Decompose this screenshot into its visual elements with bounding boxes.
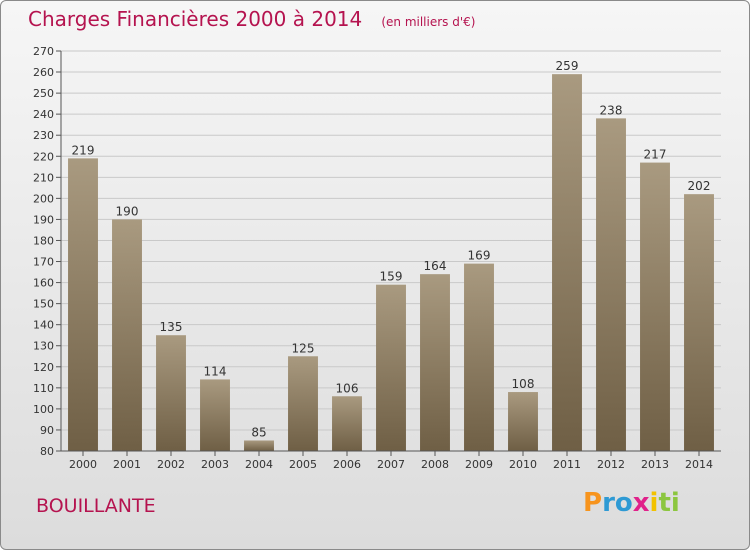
value-label: 106 xyxy=(336,381,359,395)
bar-2005 xyxy=(288,356,318,451)
y-tick-label: 100 xyxy=(33,403,54,416)
bar-2001 xyxy=(112,219,142,451)
value-label: 202 xyxy=(688,179,711,193)
y-tick-label: 240 xyxy=(33,108,54,121)
bar-2013 xyxy=(640,162,670,451)
logo-letter: P xyxy=(583,488,603,518)
bar-2003 xyxy=(200,379,230,451)
value-label: 135 xyxy=(160,320,183,334)
y-tick-label: 260 xyxy=(33,66,54,79)
value-label: 238 xyxy=(600,103,623,117)
value-label: 217 xyxy=(644,148,667,162)
value-label: 85 xyxy=(251,425,266,439)
bar-2009 xyxy=(464,263,494,451)
value-label: 159 xyxy=(380,270,403,284)
y-tick-label: 90 xyxy=(40,424,54,437)
bar-2007 xyxy=(376,284,406,451)
y-tick-label: 110 xyxy=(33,382,54,395)
value-label: 108 xyxy=(512,377,535,391)
value-label: 219 xyxy=(72,143,95,157)
x-tick-label: 2011 xyxy=(553,458,581,471)
x-tick-label: 2013 xyxy=(641,458,669,471)
y-tick-label: 150 xyxy=(33,298,54,311)
y-tick-label: 230 xyxy=(33,129,54,142)
logo-letter: t xyxy=(658,488,671,518)
logo-letter: i xyxy=(670,488,680,518)
x-tick-label: 2000 xyxy=(69,458,97,471)
y-tick-label: 190 xyxy=(33,213,54,226)
x-tick-label: 2008 xyxy=(421,458,449,471)
y-tick-label: 160 xyxy=(33,277,54,290)
bar-2011 xyxy=(552,74,582,451)
logo-letter: i xyxy=(649,488,659,518)
y-tick-label: 80 xyxy=(40,445,54,458)
value-label: 169 xyxy=(468,249,491,263)
y-tick-label: 220 xyxy=(33,150,54,163)
title-block: Charges Financières 2000 à 2014 (en mill… xyxy=(28,7,475,31)
bar-2000 xyxy=(68,158,98,452)
y-tick-label: 200 xyxy=(33,192,54,205)
x-tick-label: 2007 xyxy=(377,458,405,471)
logo-letter: o xyxy=(614,488,633,518)
y-tick-label: 270 xyxy=(33,45,54,58)
y-tick-label: 210 xyxy=(33,171,54,184)
proxiti-logo: Proxiti xyxy=(583,488,680,518)
bar-2002 xyxy=(156,335,186,451)
x-tick-label: 2002 xyxy=(157,458,185,471)
value-label: 114 xyxy=(204,364,227,378)
bar-2012 xyxy=(596,118,626,452)
axis-layer: 8090100110120130140150160170180190200210… xyxy=(33,45,721,471)
logo-letter: r xyxy=(602,488,615,518)
value-label: 190 xyxy=(116,204,139,218)
x-tick-label: 2005 xyxy=(289,458,317,471)
bar-2014 xyxy=(684,194,714,451)
y-tick-label: 130 xyxy=(33,340,54,353)
x-tick-label: 2010 xyxy=(509,458,537,471)
x-tick-label: 2003 xyxy=(201,458,229,471)
bar-2006 xyxy=(332,396,362,451)
y-tick-label: 140 xyxy=(33,319,54,332)
x-tick-label: 2014 xyxy=(685,458,713,471)
value-label: 259 xyxy=(556,59,579,73)
chart-title: Charges Financières 2000 à 2014 xyxy=(28,7,363,31)
x-tick-label: 2012 xyxy=(597,458,625,471)
bar-2008 xyxy=(420,274,450,451)
x-tick-label: 2004 xyxy=(245,458,273,471)
x-tick-label: 2001 xyxy=(113,458,141,471)
y-tick-label: 170 xyxy=(33,256,54,269)
logo-letter: x xyxy=(632,488,650,518)
y-tick-label: 180 xyxy=(33,234,54,247)
chart-subtitle: (en milliers d'€) xyxy=(381,15,476,29)
x-tick-label: 2006 xyxy=(333,458,361,471)
bar-2004 xyxy=(244,440,274,451)
value-label: 125 xyxy=(292,341,315,355)
bar-layer: 219 190 135 114 85 125 106 159 164 169 108 259 238 21… xyxy=(68,59,714,452)
commune-name: BOUILLANTE xyxy=(36,495,156,517)
x-tick-label: 2009 xyxy=(465,458,493,471)
value-label: 164 xyxy=(424,259,447,273)
bar-2010 xyxy=(508,392,538,451)
y-tick-label: 250 xyxy=(33,87,54,100)
y-tick-label: 120 xyxy=(33,361,54,374)
